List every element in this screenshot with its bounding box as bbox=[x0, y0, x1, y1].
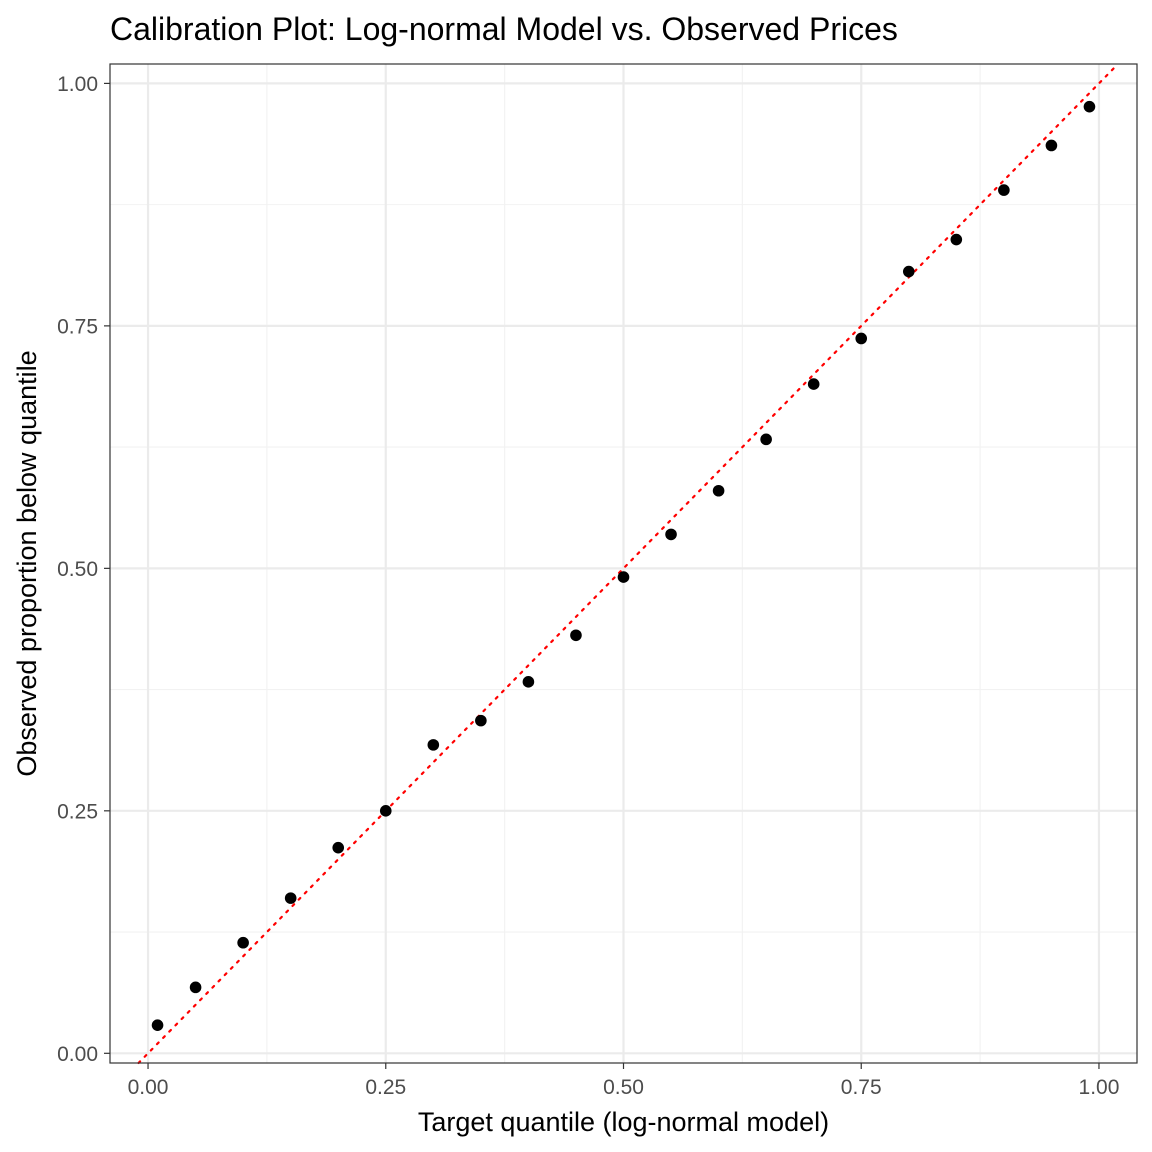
x-tick-label: 1.00 bbox=[1079, 1076, 1120, 1099]
x-tick-label: 0.50 bbox=[603, 1076, 644, 1099]
y-tick-label: 0.25 bbox=[57, 800, 98, 823]
data-point bbox=[950, 233, 963, 246]
data-point bbox=[760, 433, 772, 446]
y-tick-label: 1.00 bbox=[57, 73, 98, 96]
data-point bbox=[1083, 100, 1096, 113]
data-point bbox=[998, 184, 1010, 196]
data-point bbox=[807, 378, 820, 390]
data-point bbox=[522, 676, 535, 688]
points-layer bbox=[151, 100, 1096, 1031]
x-axis-title: Target quantile (log-normal model) bbox=[418, 1107, 829, 1137]
data-point bbox=[570, 629, 582, 642]
x-tick-label: 0.75 bbox=[841, 1076, 882, 1099]
ticks-layer: 0.00 0.25 0.50 0.75 1.00 0.00 0.25 0.50 0.75 1.00 bbox=[57, 73, 1119, 1099]
data-point bbox=[712, 484, 725, 497]
data-point bbox=[189, 981, 202, 994]
grid-layer bbox=[110, 64, 1137, 1063]
data-point bbox=[237, 936, 249, 949]
y-tick-label: 0.50 bbox=[57, 558, 98, 581]
data-point bbox=[427, 739, 440, 751]
data-point bbox=[332, 841, 345, 854]
data-point bbox=[855, 332, 868, 345]
chart-title: Calibration Plot: Log-normal Model vs. O… bbox=[110, 11, 898, 47]
data-point bbox=[475, 714, 487, 727]
y-tick-label: 0.75 bbox=[57, 315, 98, 338]
data-point bbox=[1045, 139, 1058, 152]
x-tick-label: 0.00 bbox=[128, 1076, 169, 1099]
reference-line bbox=[137, 62, 1120, 1065]
x-tick-label: 0.25 bbox=[365, 1076, 406, 1099]
data-point bbox=[284, 892, 297, 904]
y-tick-label: 0.00 bbox=[57, 1043, 98, 1066]
data-point bbox=[617, 571, 630, 583]
data-point bbox=[665, 528, 677, 541]
data-point bbox=[151, 1019, 164, 1031]
y-axis-title: Observed proportion below quantile bbox=[12, 350, 42, 776]
data-point bbox=[902, 265, 915, 278]
reference-line-layer bbox=[137, 62, 1120, 1065]
data-point bbox=[379, 805, 392, 817]
